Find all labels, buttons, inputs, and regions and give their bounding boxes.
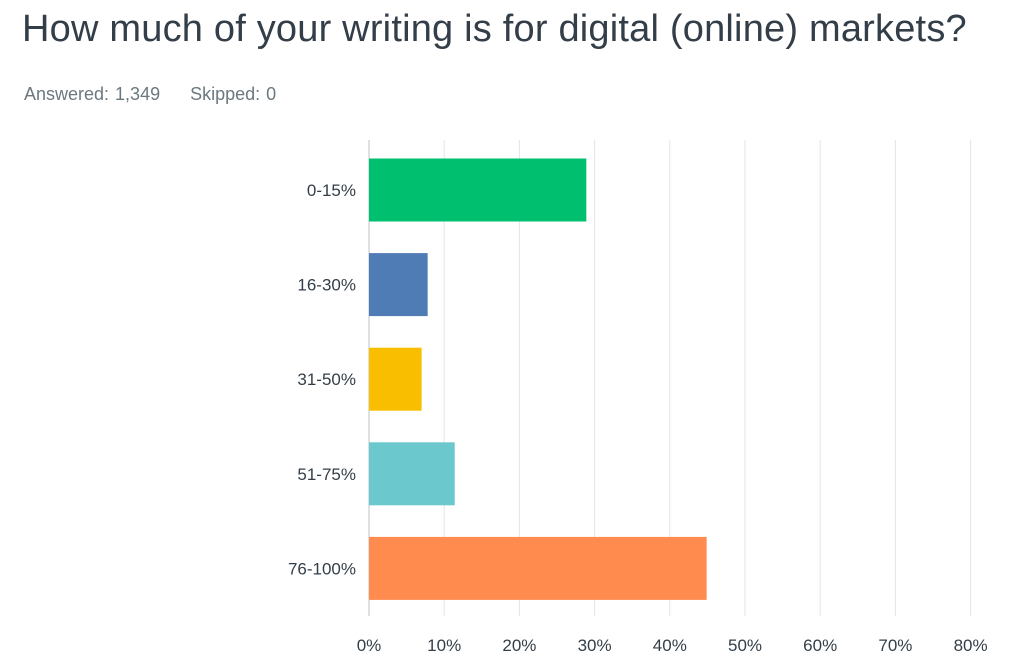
skipped-stat: Skipped: 0 xyxy=(190,84,276,105)
bar-2 xyxy=(369,347,422,411)
answered-count: 1,349 xyxy=(115,84,161,104)
x-tick-label-1: 10% xyxy=(427,636,461,655)
question-title: How much of your writing is for digital … xyxy=(22,8,967,50)
x-tick-label-5: 50% xyxy=(728,636,762,655)
category-label-2: 31-50% xyxy=(297,370,356,389)
category-label-3: 51-75% xyxy=(297,465,356,484)
category-label-1: 16-30% xyxy=(297,276,356,295)
category-label-4: 76-100% xyxy=(288,559,356,578)
response-stats: Answered: 1,349 Skipped: 0 xyxy=(24,84,276,105)
answered-label: Answered: xyxy=(24,84,110,104)
x-tick-label-6: 60% xyxy=(803,636,837,655)
bar-4 xyxy=(369,536,707,600)
x-tick-label-3: 30% xyxy=(578,636,612,655)
skipped-count: 0 xyxy=(266,84,277,104)
answered-stat: Answered: 1,349 xyxy=(24,84,160,105)
x-tick-label-8: 80% xyxy=(954,636,988,655)
x-tick-label-0: 0% xyxy=(357,636,382,655)
x-tick-label-2: 20% xyxy=(502,636,536,655)
skipped-label: Skipped: xyxy=(190,84,261,104)
category-label-0: 0-15% xyxy=(307,181,356,200)
bar-0 xyxy=(369,158,587,222)
x-tick-label-4: 40% xyxy=(653,636,687,655)
bar-3 xyxy=(369,442,455,506)
bar-1 xyxy=(369,253,428,317)
x-tick-label-7: 70% xyxy=(878,636,912,655)
